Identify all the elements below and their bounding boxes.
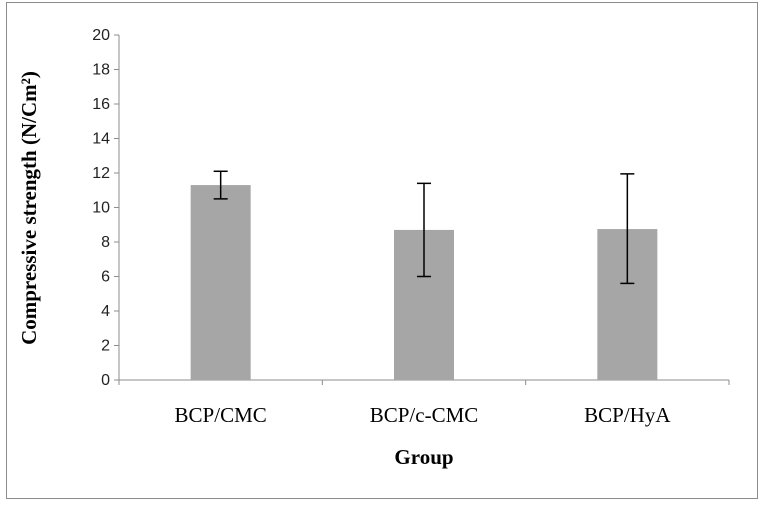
bars: [190, 185, 658, 380]
y-tick-label: 6: [101, 269, 110, 286]
x-category-label: BCP/CMC: [175, 403, 267, 427]
y-tick-label: 10: [92, 200, 110, 217]
y-tick-label: 2: [101, 338, 110, 355]
x-category-label: BCP/HyA: [584, 403, 671, 427]
y-tick-label: 20: [92, 27, 110, 44]
y-tick-label: 12: [92, 165, 110, 182]
y-tick-label: 16: [92, 96, 110, 113]
x-category-label: BCP/c-CMC: [370, 403, 479, 427]
labels: 0 2 4 6 8 10 12 14 16 18 20 BCP/CMC BCP/c-CMC BCP/HyA: [92, 27, 671, 427]
error-bars: [213, 170, 635, 285]
y-tick-label: 4: [101, 303, 110, 320]
y-tick-label: 8: [101, 234, 110, 251]
y-axis-title: Compressive strength (N/Cm²): [17, 71, 41, 345]
y-tick-label: 0: [101, 372, 110, 389]
x-axis-title: Group: [394, 445, 453, 469]
bar-0: [190, 185, 251, 380]
y-tick-label: 14: [92, 131, 110, 148]
y-tick-label: 18: [92, 62, 110, 79]
